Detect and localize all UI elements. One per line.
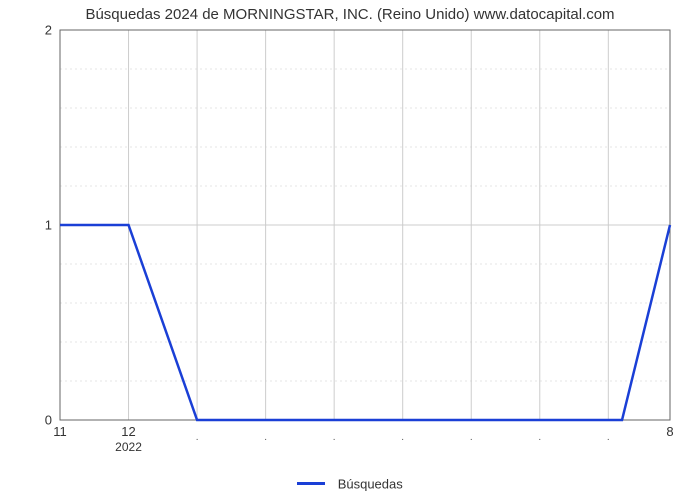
chart-container: Búsquedas 2024 de MORNINGSTAR, INC. (Rei… [0, 0, 700, 500]
x-tick-label: 8 [666, 424, 673, 439]
x-tick-mark: . [470, 432, 473, 443]
y-tick-label: 0 [45, 413, 52, 428]
legend-label: Búsquedas [338, 476, 403, 491]
x-tick-mark: . [196, 432, 199, 443]
legend: Búsquedas [0, 475, 700, 493]
x-tick-mark: . [333, 432, 336, 443]
plot-area [60, 30, 670, 420]
x-tick-mark: . [607, 432, 610, 443]
legend-swatch [297, 482, 325, 485]
x-tick-label: 11 [53, 424, 67, 439]
y-tick-label: 2 [45, 23, 52, 38]
x-tick-mark: . [401, 432, 404, 443]
x-axis-sub-label: 2022 [115, 440, 142, 454]
x-tick-label: 12 [121, 424, 135, 439]
chart-svg [60, 30, 670, 420]
x-tick-mark: . [264, 432, 267, 443]
x-tick-mark: . [538, 432, 541, 443]
y-tick-label: 1 [45, 218, 52, 233]
chart-title: Búsquedas 2024 de MORNINGSTAR, INC. (Rei… [0, 6, 700, 23]
